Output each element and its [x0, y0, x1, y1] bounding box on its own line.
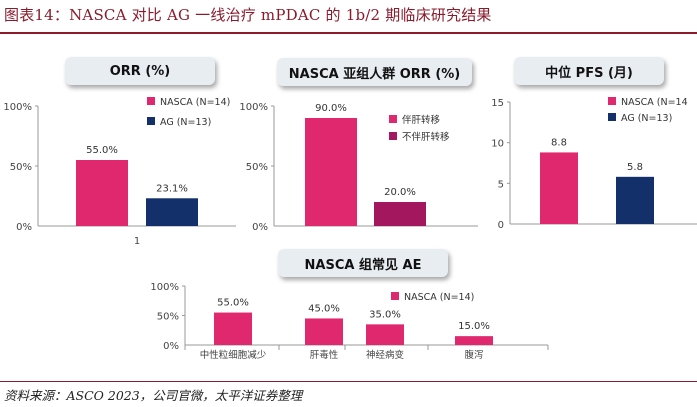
- ae-xtick-label: 腹泻: [464, 349, 483, 361]
- source-note: 资料来源：ASCO 2023，公司官微，太平洋证券整理: [4, 388, 303, 403]
- pfs-bar: [540, 152, 578, 224]
- orr-bar: [76, 160, 128, 226]
- ae-bar: [305, 318, 343, 345]
- pfs-ytick-label: 5: [498, 179, 504, 190]
- orr-legend-label: NASCA (N=14): [160, 97, 230, 108]
- orr-xtick-label: 1: [134, 236, 140, 247]
- ae-ytick-label: 100%: [150, 282, 179, 293]
- subgroup-orr-chart-title: NASCA 亚组人群 ORR (%): [277, 58, 472, 86]
- ae-legend-swatch: [391, 292, 399, 300]
- title-rule: [0, 32, 697, 34]
- subgroup-legend-swatch: [389, 115, 397, 123]
- pfs-legend-label: NASCA (N=14: [621, 97, 688, 108]
- subgroup-legend-label: 不伴肝转移: [402, 131, 450, 143]
- pfs-legend-swatch: [608, 113, 616, 121]
- ae-bar: [214, 312, 252, 345]
- ae-data-label: 15.0%: [458, 321, 490, 332]
- ae-data-label: 35.0%: [369, 309, 401, 320]
- pfs-ytick-label: 0: [498, 220, 504, 231]
- ae-legend-label: NASCA (N=14): [404, 292, 474, 303]
- figure-title: 图表14：NASCA 对比 AG 一线治疗 mPDAC 的 1b/2 期临床研究…: [4, 6, 492, 24]
- subgroup-bar: [374, 202, 426, 226]
- pfs-data-label: 5.8: [627, 162, 643, 173]
- orr-ytick-label: 100%: [3, 102, 32, 113]
- ae-ytick-label: 0%: [163, 341, 179, 352]
- subgroup-data-label: 90.0%: [315, 103, 347, 114]
- orr-legend-swatch: [147, 117, 155, 125]
- ae-bar: [366, 324, 404, 345]
- pfs-ytick-label: 15: [491, 98, 504, 109]
- subgroup-bar: [305, 118, 357, 226]
- orr-bar: [146, 198, 198, 226]
- subgroup-ytick-label: 50%: [246, 162, 268, 173]
- subgroup-ytick-label: 0%: [252, 222, 268, 233]
- subgroup-data-label: 20.0%: [384, 187, 416, 198]
- orr-ytick-label: 50%: [10, 162, 32, 173]
- orr-ytick-label: 0%: [16, 222, 32, 233]
- orr-chart-title: ORR (%): [65, 57, 215, 85]
- pfs-chart-title: 中位 PFS (月): [514, 57, 664, 85]
- ae-xtick-label: 中性粒细胞减少: [200, 349, 267, 361]
- ae-data-label: 45.0%: [308, 303, 340, 314]
- pfs-legend-label: AG (N=13): [621, 113, 672, 124]
- ae-chart-title: NASCA 组常见 AE: [278, 249, 448, 277]
- pfs-bar: [616, 176, 654, 224]
- pfs-legend-swatch: [608, 97, 616, 105]
- ae-ytick-label: 50%: [157, 312, 179, 323]
- subgroup-ytick-label: 100%: [239, 102, 268, 113]
- ae-bar: [455, 336, 493, 345]
- ae-data-label: 55.0%: [217, 298, 249, 309]
- ae-xtick-label: 肝毒性: [310, 349, 339, 361]
- ae-xtick-label: 神经病变: [366, 349, 405, 361]
- subgroup-legend-label: 伴肝转移: [402, 114, 441, 126]
- subgroup-legend-swatch: [389, 132, 397, 140]
- orr-legend-swatch: [147, 97, 155, 105]
- orr-legend-label: AG (N=13): [160, 117, 211, 128]
- orr-data-label: 23.1%: [156, 183, 188, 194]
- pfs-ytick-label: 10: [491, 139, 504, 150]
- source-rule: [0, 381, 697, 382]
- pfs-data-label: 8.8: [551, 137, 567, 148]
- orr-data-label: 55.0%: [86, 145, 118, 156]
